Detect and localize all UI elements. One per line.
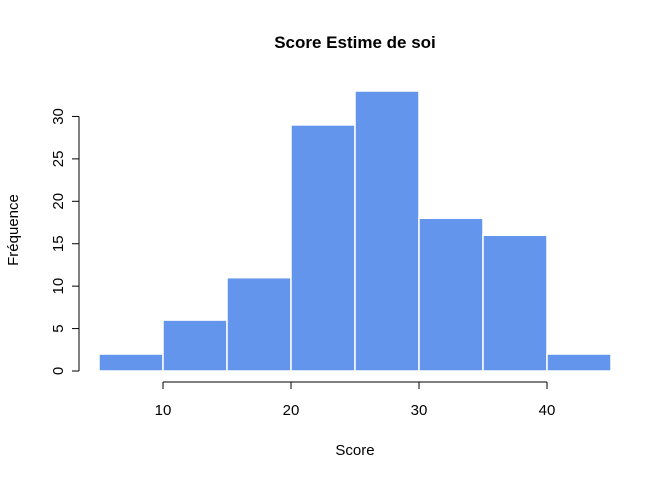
histogram-bar	[482, 234, 548, 372]
y-tick-label: 15	[50, 235, 67, 252]
histogram-bar	[354, 90, 420, 372]
y-tick-label: 0	[50, 367, 67, 375]
y-tick-label: 5	[50, 324, 67, 332]
y-tick-label: 20	[50, 193, 67, 210]
bars-group	[98, 90, 612, 372]
x-tick-label: 40	[539, 402, 556, 419]
histogram-bar	[162, 319, 228, 372]
y-axis: 0 5 10 15 20 25 30	[50, 108, 80, 375]
x-tick-label: 20	[283, 402, 300, 419]
histogram-bar	[226, 276, 292, 372]
histogram-bar	[290, 124, 356, 372]
x-axis-label: Score	[335, 442, 374, 459]
histogram-bar	[546, 353, 612, 372]
y-tick-label: 30	[50, 108, 67, 125]
histogram-bar	[418, 217, 484, 372]
x-tick-label: 30	[411, 402, 428, 419]
y-tick-label: 25	[50, 151, 67, 168]
x-tick-label: 10	[155, 402, 172, 419]
chart-title: Score Estime de soi	[274, 33, 436, 52]
y-tick-label: 10	[50, 278, 67, 295]
histogram-bar	[98, 353, 164, 372]
x-axis: 10 20 30 40	[155, 381, 556, 419]
y-axis-label: Fréquence	[5, 194, 22, 266]
